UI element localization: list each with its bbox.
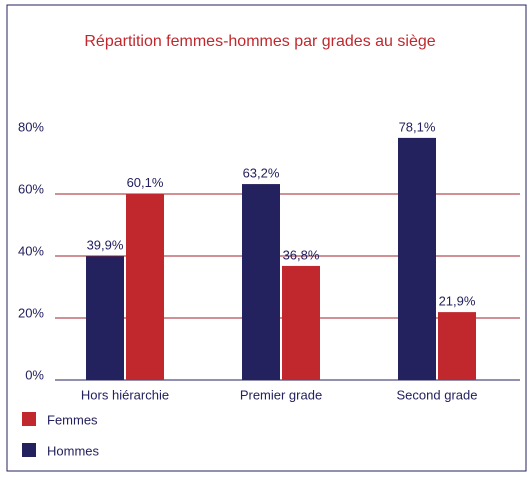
value-label: 39,9% — [87, 238, 124, 253]
y-tick-label: 40% — [18, 243, 44, 258]
value-label: 63,2% — [243, 166, 280, 181]
x-tick-label: Second grade — [397, 387, 478, 402]
bar — [126, 193, 164, 380]
legend-label: Femmes — [47, 412, 98, 427]
value-label: 78,1% — [399, 119, 436, 134]
legend-swatch — [22, 443, 36, 457]
y-tick-label: 20% — [18, 305, 44, 320]
legend-label: Hommes — [47, 443, 100, 458]
frame — [6, 4, 527, 472]
bar — [282, 265, 320, 380]
bar — [398, 137, 436, 380]
x-tick-label: Hors hiérarchie — [81, 387, 169, 402]
y-tick-label: 0% — [25, 367, 44, 382]
bar — [242, 184, 280, 380]
y-tick-label: 80% — [18, 119, 44, 134]
bar — [86, 256, 124, 380]
y-tick-label: 60% — [18, 181, 44, 196]
x-tick-label: Premier grade — [240, 387, 322, 402]
value-label: 60,1% — [127, 175, 164, 190]
value-label: 21,9% — [439, 294, 476, 309]
legend-swatch — [22, 412, 36, 426]
bar — [438, 312, 476, 380]
chart-title: Répartition femmes-hommes par grades au … — [84, 33, 435, 50]
value-label: 36,8% — [283, 247, 320, 262]
